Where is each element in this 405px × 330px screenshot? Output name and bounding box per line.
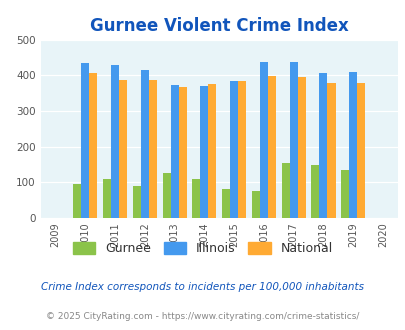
Legend: Gurnee, Illinois, National: Gurnee, Illinois, National [68,237,337,260]
Bar [222,189,230,218]
Bar [348,72,356,218]
Bar [230,81,238,218]
Title: Gurnee Violent Crime Index: Gurnee Violent Crime Index [90,17,348,35]
Bar [200,86,208,218]
Bar [340,170,348,218]
Bar [297,77,305,218]
Bar [251,191,259,218]
Bar [89,74,97,218]
Bar [149,80,156,218]
Bar [192,179,200,218]
Bar [119,80,127,218]
Bar [178,87,186,218]
Text: © 2025 CityRating.com - https://www.cityrating.com/crime-statistics/: © 2025 CityRating.com - https://www.city… [46,312,359,321]
Bar [162,173,170,218]
Bar [327,83,335,218]
Bar [267,76,275,218]
Bar [238,81,245,218]
Bar [289,62,297,218]
Bar [111,65,119,218]
Bar [141,70,149,218]
Bar [73,183,81,218]
Bar [208,84,216,218]
Text: Crime Index corresponds to incidents per 100,000 inhabitants: Crime Index corresponds to incidents per… [41,282,364,292]
Bar [259,62,267,218]
Bar [103,179,111,218]
Bar [170,85,178,218]
Bar [81,63,89,218]
Bar [281,163,289,218]
Bar [132,186,141,218]
Bar [311,165,319,218]
Bar [356,83,364,218]
Bar [319,74,327,218]
